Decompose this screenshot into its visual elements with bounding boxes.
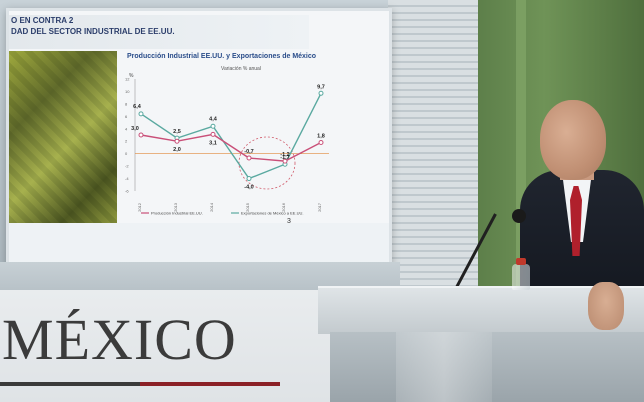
y-tick-label: 0: [125, 151, 128, 156]
y-tick-label: 6: [125, 114, 128, 119]
podium-glass: [396, 332, 492, 402]
slide-title-line-1: O EN CONTRA 2: [11, 16, 74, 25]
series-line: [140, 92, 322, 180]
y-tick-label: 4: [125, 126, 128, 131]
data-label: -0,7: [244, 149, 253, 155]
data-label: -1,7: [280, 155, 289, 161]
x-tick-label: 2017: [317, 202, 322, 212]
x-tick-label: 2015: [245, 202, 250, 212]
data-point: [174, 138, 180, 144]
sign-word: MÉXICO: [2, 307, 237, 372]
x-tick-label: 2014: [209, 202, 214, 212]
industrial-photo: [9, 51, 117, 223]
presentation-screen: O EN CONTRA 2 DAD DEL SECTOR INDUSTRIAL …: [6, 8, 392, 268]
data-point: [138, 132, 144, 138]
chart-subtitle: Variación % anual: [221, 66, 261, 72]
data-label: 2,5: [173, 129, 181, 135]
data-label: -1,2: [280, 152, 289, 158]
y-tick-label: 12: [125, 77, 130, 82]
data-point: [210, 123, 216, 129]
slide-title: O EN CONTRA 2 DAD DEL SECTOR INDUSTRIAL …: [9, 15, 309, 49]
x-tick-label: 2016: [281, 202, 286, 212]
slide-footer: [9, 223, 389, 265]
legend-label: Exportaciones de México a EE.UU.: [241, 211, 303, 216]
y-tick-label: -2: [125, 164, 129, 169]
series-line: [140, 133, 322, 162]
data-label: 9,7: [317, 84, 325, 90]
microphone-icon: [512, 209, 526, 223]
slide-title-line-2: DAD DEL SECTOR INDUSTRIAL DE EE.UU.: [11, 27, 175, 36]
y-tick-label: -4: [125, 176, 129, 181]
green-stripe: [516, 0, 526, 300]
data-label: 2,0: [173, 147, 181, 153]
legend-label: Producción Industrial EE.UU.: [151, 211, 203, 216]
speaker-tie: [570, 186, 582, 256]
data-label: 1,8: [317, 133, 325, 139]
podium-body: [330, 332, 644, 402]
chart-title: Producción Industrial EE.UU. y Exportaci…: [127, 53, 317, 60]
y-axis-label: %: [129, 73, 134, 79]
data-point: [282, 158, 288, 164]
data-point: [138, 111, 144, 117]
ribbed-panel: [388, 0, 480, 290]
chart-svg: % -6 -4 -2 0 2 4 6 8 10 12 2012 2013 2014 2015 2016 2017…: [125, 73, 329, 216]
y-tick-label: 8: [125, 101, 128, 106]
sign-line-red: [140, 382, 280, 386]
slide-page-number: 3: [287, 218, 291, 225]
line-chart: Producción Industrial EE.UU. y Exportaci…: [121, 51, 385, 221]
data-point: [246, 176, 252, 182]
water-bottle: [512, 264, 530, 290]
y-tick-label: -6: [125, 189, 129, 194]
data-point: [246, 155, 252, 161]
water-bottle-cap: [516, 258, 526, 265]
speaker-head: [540, 100, 606, 180]
sign-line-dark: [0, 382, 140, 386]
data-label: 6,4: [133, 104, 142, 110]
y-tick-label: 2: [125, 139, 128, 144]
data-point: [318, 139, 324, 145]
x-tick-label: 2012: [137, 202, 142, 212]
data-label: -4,0: [244, 185, 253, 191]
data-label: 3,0: [131, 126, 139, 132]
data-label: 3,1: [209, 140, 217, 146]
data-point: [210, 131, 216, 137]
data-label: 4,4: [209, 116, 218, 122]
data-point: [318, 90, 324, 96]
x-tick-label: 2013: [173, 202, 178, 212]
speaker-hand: [588, 282, 624, 330]
y-tick-label: 10: [125, 89, 130, 94]
